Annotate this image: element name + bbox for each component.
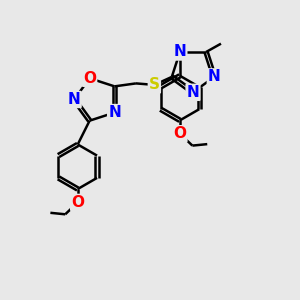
Text: S: S (149, 77, 160, 92)
Text: N: N (187, 85, 200, 100)
Text: N: N (208, 69, 220, 84)
Text: O: O (83, 71, 96, 86)
Text: O: O (173, 126, 186, 141)
Text: N: N (173, 44, 186, 59)
Text: N: N (68, 92, 81, 107)
Text: N: N (108, 105, 121, 120)
Text: O: O (71, 195, 84, 210)
